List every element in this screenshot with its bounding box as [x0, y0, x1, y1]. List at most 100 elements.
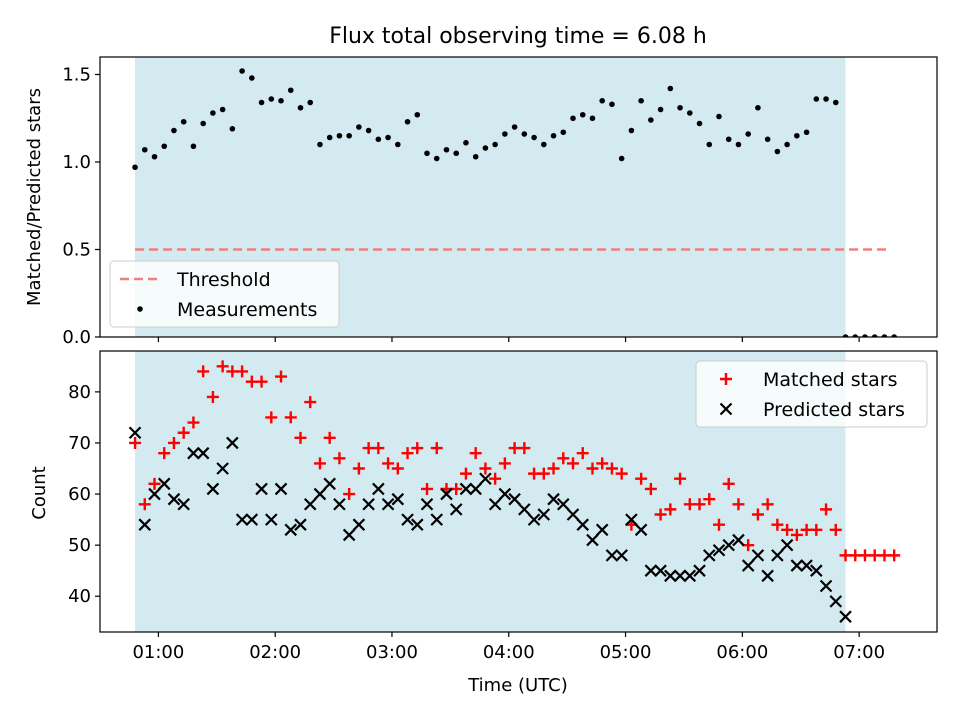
predicted-stars-point — [488, 497, 502, 511]
matched-stars-point — [586, 462, 599, 475]
matched-stars-point — [547, 462, 560, 475]
top-panel: 0.0 0.5 1.0 1.5 Threshold Measurements — [62, 56, 938, 348]
measurements-point — [755, 104, 761, 111]
matched-stars-point — [644, 482, 657, 495]
predicted-stars-point — [741, 559, 755, 572]
chart-title: Flux total observing time = 6.08 h — [329, 24, 707, 49]
top-y-tick-label: 1.5 — [62, 65, 91, 86]
measurements-point — [560, 129, 567, 136]
predicted-stars-point — [683, 569, 697, 583]
measurements-point — [463, 139, 469, 146]
top-y-axis-label: Matched/Predicted stars — [24, 88, 45, 306]
measurements-point — [278, 97, 284, 104]
bottom-x-tick-label: 07:00 — [833, 642, 885, 663]
measurements-point — [774, 148, 781, 155]
measurements-point — [287, 87, 294, 94]
bottom-y-tick-label: 50 — [68, 535, 91, 556]
top-y-tick-label: 1.0 — [62, 152, 91, 173]
matched-stars-point — [206, 390, 219, 403]
top-axes-frame — [99, 56, 938, 338]
measurements-point — [492, 141, 498, 148]
predicted-stars-point — [664, 569, 677, 583]
predicted-stars-point — [303, 497, 317, 511]
predicted-stars-point — [226, 436, 239, 450]
measurements-point — [502, 131, 508, 137]
measurements-point — [219, 106, 226, 113]
measurements-point — [852, 334, 859, 337]
predicted-stars-point — [654, 564, 667, 577]
predicted-stars-point — [634, 523, 648, 537]
predicted-stars-point — [576, 518, 590, 531]
predicted-stars-point — [177, 497, 190, 511]
matched-stars-point — [313, 457, 326, 470]
matched-stars-point — [382, 457, 395, 470]
top-y-tick-label: 0.0 — [62, 327, 91, 348]
matched-stars-point — [615, 467, 628, 480]
matched-stars-point — [333, 452, 346, 465]
predicted-stars-point — [761, 569, 774, 583]
predicted-stars-point — [245, 513, 259, 526]
predicted-stars-point — [800, 559, 813, 572]
measurements-point — [424, 150, 430, 157]
x-axis-label: Time (UTC) — [467, 675, 568, 696]
predicted-stars-point — [206, 482, 220, 496]
predicted-stars-point — [294, 518, 307, 531]
measurements-point — [433, 155, 440, 162]
measurements-point — [648, 117, 654, 123]
measurements-point — [706, 141, 713, 148]
measurements-point — [239, 68, 245, 74]
measurements-point — [579, 111, 586, 118]
predicted-stars-point — [352, 518, 366, 531]
matched-stars-point — [693, 498, 706, 511]
predicted-stars-point — [372, 482, 385, 496]
measurements-point — [356, 124, 362, 130]
predicted-stars-point — [401, 513, 414, 526]
measurements-point — [365, 127, 372, 134]
matched-stars-point — [567, 457, 580, 470]
predicted-stars-point — [362, 497, 375, 511]
matched-stars-point — [605, 462, 618, 475]
measurements-point — [628, 127, 635, 134]
matched-stars-point — [216, 360, 229, 373]
measurements-point — [297, 104, 304, 111]
bottom-x-tick-label: 02:00 — [249, 642, 301, 663]
matched-stars-point — [352, 462, 365, 475]
matched-stars-point — [430, 442, 443, 455]
measurements-point — [190, 143, 197, 150]
predicted-stars-point — [751, 549, 765, 562]
bottom-axes-frame — [99, 350, 938, 633]
measurements-point — [657, 106, 664, 113]
matched-stars-point — [265, 411, 278, 424]
matched-stars-point — [343, 488, 356, 501]
matched-stars-point — [148, 477, 161, 490]
measurements-point — [317, 141, 323, 148]
predicted-stars-point — [381, 497, 395, 511]
predicted-stars-point — [547, 492, 560, 506]
measurements-point — [443, 146, 450, 153]
matched-stars-point — [761, 498, 774, 511]
predicted-stars-point — [333, 497, 346, 511]
matched-stars-point — [411, 442, 424, 455]
measurements-point — [151, 153, 158, 160]
bottom-x-tick-label: 04:00 — [483, 642, 535, 663]
top-legend: Threshold Measurements — [109, 260, 340, 328]
predicted-stars-point — [595, 523, 609, 537]
matched-stars-point — [664, 503, 677, 516]
matched-stars-point — [323, 431, 336, 444]
predicted-stars-point — [449, 503, 463, 516]
bottom-y-axis-label: Count — [29, 466, 50, 519]
predicted-stars-point — [693, 564, 706, 577]
matched-stars-point — [712, 518, 725, 531]
measurements-point — [326, 134, 333, 141]
measurements-point — [696, 120, 703, 127]
measurements-point — [404, 118, 411, 125]
predicted-stars-point — [702, 549, 716, 562]
measurements-point — [229, 125, 236, 132]
measurements-point — [784, 141, 790, 148]
legend-matched-stars-label: Matched stars — [763, 369, 897, 391]
measurements-point — [842, 334, 849, 337]
matched-stars-point — [732, 498, 745, 511]
matched-stars-point — [771, 518, 784, 531]
matched-stars-point — [255, 375, 268, 388]
